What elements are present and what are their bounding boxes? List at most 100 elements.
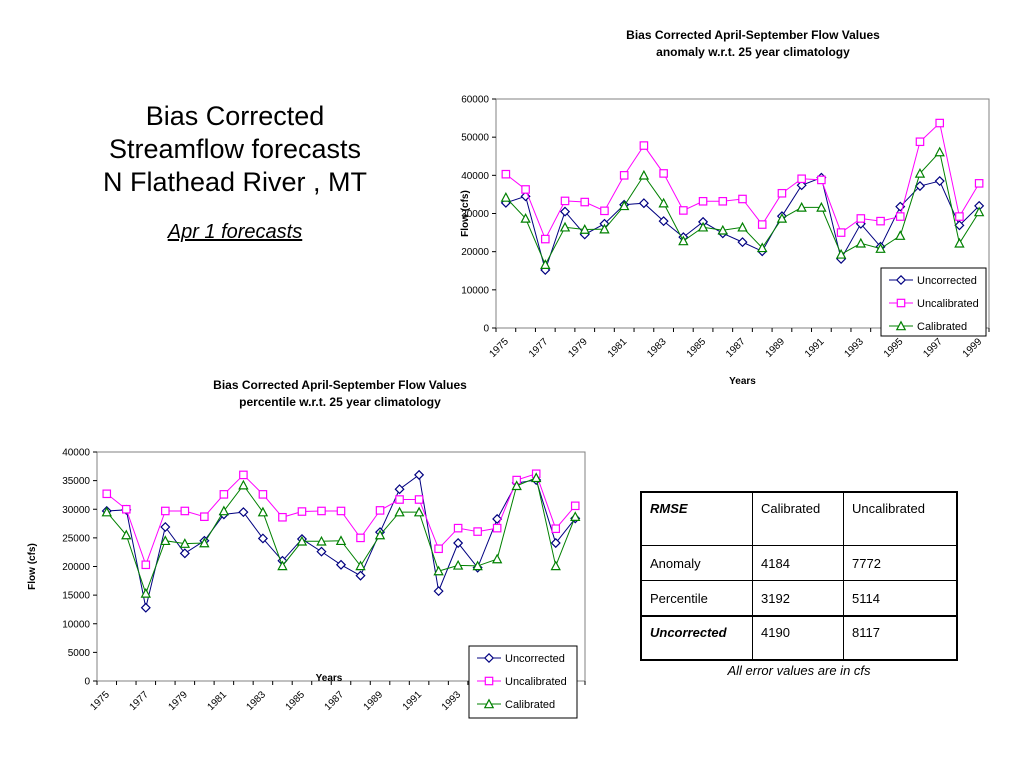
percentile-data-point-uncorrected bbox=[355, 570, 366, 581]
anomaly-data-point-uncalibrated bbox=[777, 188, 787, 198]
anomaly-data-point-calibrated bbox=[973, 206, 985, 217]
anomaly-data-point-uncalibrated bbox=[619, 171, 629, 180]
percentile-data-point-calibrated bbox=[472, 560, 483, 571]
anomaly-data-point-uncorrected bbox=[934, 176, 945, 187]
percentile-data-point-uncalibrated bbox=[317, 506, 326, 516]
percentile-data-point-calibrated bbox=[531, 472, 542, 483]
anomaly-chart-title: Bias Corrected April-September Flow Valu… bbox=[553, 27, 953, 61]
percentile-data-point-calibrated bbox=[433, 565, 444, 576]
percentile-data-point-uncalibrated bbox=[239, 470, 248, 480]
percentile-data-point-calibrated bbox=[374, 529, 386, 540]
anomaly-y-tick-label: 40000 bbox=[461, 171, 489, 182]
anomaly-data-point-calibrated bbox=[954, 237, 965, 248]
anomaly-data-point-uncalibrated bbox=[718, 196, 728, 206]
table-cell: 4190 bbox=[752, 615, 844, 661]
percentile-y-tick-label: 20000 bbox=[62, 562, 90, 573]
title-line-3: N Flathead River , MT bbox=[102, 167, 368, 197]
table-cell: 5114 bbox=[843, 580, 958, 617]
percentile-data-point-uncorrected bbox=[316, 546, 327, 557]
percentile-data-point-uncorrected bbox=[414, 469, 425, 480]
anomaly-data-point-calibrated bbox=[697, 221, 709, 232]
anomaly-data-point-calibrated bbox=[737, 221, 748, 232]
anomaly-data-point-uncalibrated bbox=[659, 169, 668, 178]
percentile-data-point-uncalibrated bbox=[434, 544, 443, 554]
percentile-data-point-uncalibrated bbox=[551, 524, 561, 534]
anomaly-data-point-calibrated bbox=[934, 146, 945, 157]
anomaly-data-point-calibrated bbox=[678, 235, 689, 246]
title-line-1: Bias Corrected bbox=[145, 101, 325, 131]
percentile-data-point-uncorrected bbox=[160, 521, 171, 533]
anomaly-data-point-uncalibrated bbox=[915, 137, 925, 147]
percentile-x-tick-label: 1985 bbox=[284, 689, 308, 713]
percentile-data-point-uncalibrated bbox=[395, 495, 404, 504]
percentile-chart-title: Bias Corrected April-September Flow Valu… bbox=[140, 377, 540, 411]
anomaly-data-point-uncalibrated bbox=[974, 179, 984, 188]
percentile-y-tick-label: 35000 bbox=[62, 476, 90, 487]
anomaly-legend-marker bbox=[895, 274, 907, 286]
percentile-data-point-calibrated bbox=[277, 560, 288, 571]
percentile-data-point-uncalibrated bbox=[492, 523, 502, 533]
percentile-data-point-uncalibrated bbox=[356, 533, 365, 543]
anomaly-data-point-uncalibrated bbox=[836, 228, 846, 237]
percentile-series-line-uncalibrated bbox=[106, 473, 576, 567]
percentile-chart-subtitle-line: percentile w.r.t. 25 year climatology bbox=[239, 395, 441, 409]
anomaly-data-point-calibrated bbox=[520, 212, 531, 223]
percentile-data-point-uncalibrated bbox=[473, 527, 482, 536]
percentile-data-point-calibrated bbox=[101, 506, 112, 517]
percentile-data-point-calibrated bbox=[160, 535, 171, 546]
percentile-y-tick-label: 5000 bbox=[68, 648, 91, 659]
percentile-data-point-uncalibrated bbox=[161, 506, 170, 516]
percentile-y-tick-label: 30000 bbox=[62, 505, 90, 516]
percentile-data-point-uncalibrated bbox=[200, 512, 209, 521]
anomaly-data-point-calibrated bbox=[658, 197, 669, 208]
anomaly-data-point-uncalibrated bbox=[817, 175, 826, 185]
percentile-data-point-calibrated bbox=[199, 537, 210, 548]
anomaly-data-point-uncalibrated bbox=[600, 206, 609, 216]
anomaly-data-point-calibrated bbox=[757, 242, 768, 253]
percentile-data-point-uncorrected bbox=[433, 586, 444, 597]
title-line-2: Streamflow forecasts bbox=[108, 134, 362, 164]
percentile-data-point-uncalibrated bbox=[180, 506, 190, 516]
anomaly-data-point-calibrated bbox=[618, 200, 630, 211]
slide-title: Bias Corrected Streamflow forecasts N Fl… bbox=[60, 100, 410, 244]
anomaly-y-tick-label: 50000 bbox=[461, 133, 489, 144]
table-row: Percentile 3192 5114 bbox=[640, 580, 958, 617]
percentile-data-point-calibrated bbox=[413, 506, 425, 517]
percentile-data-point-uncalibrated bbox=[375, 506, 385, 515]
percentile-data-point-uncalibrated bbox=[453, 523, 463, 533]
anomaly-legend-marker bbox=[895, 320, 907, 331]
percentile-data-point-uncorrected bbox=[394, 484, 405, 495]
percentile-data-point-calibrated bbox=[394, 506, 405, 517]
percentile-data-point-calibrated bbox=[452, 559, 464, 570]
anomaly-data-point-calibrated bbox=[500, 191, 512, 202]
anomaly-data-point-calibrated bbox=[796, 201, 807, 212]
percentile-x-tick-label: 1983 bbox=[245, 689, 269, 713]
table-header-row: RMSE Calibrated Uncalibrated bbox=[640, 491, 958, 546]
percentile-x-axis-label: Years bbox=[316, 673, 343, 684]
anomaly-data-point-uncalibrated bbox=[580, 197, 590, 207]
percentile-chart-title-line: Bias Corrected April-September Flow Valu… bbox=[213, 378, 467, 392]
anomaly-data-point-uncalibrated bbox=[560, 196, 570, 206]
percentile-data-point-uncalibrated bbox=[570, 501, 580, 511]
anomaly-data-point-calibrated bbox=[855, 237, 867, 248]
percentile-data-point-uncalibrated bbox=[121, 504, 131, 514]
anomaly-data-point-uncalibrated bbox=[876, 216, 885, 226]
percentile-data-point-calibrated bbox=[355, 560, 366, 571]
anomaly-data-point-uncorrected bbox=[954, 220, 965, 231]
percentile-data-point-uncalibrated bbox=[102, 489, 112, 499]
percentile-legend-label: Calibrated bbox=[505, 699, 555, 711]
anomaly-data-point-uncalibrated bbox=[679, 206, 688, 215]
anomaly-data-point-uncorrected bbox=[638, 198, 649, 209]
anomaly-y-tick-label: 30000 bbox=[461, 209, 489, 220]
percentile-y-tick-label: 25000 bbox=[62, 533, 90, 544]
anomaly-data-point-calibrated bbox=[875, 243, 886, 253]
anomaly-data-point-calibrated bbox=[776, 212, 788, 223]
anomaly-data-point-uncalibrated bbox=[757, 220, 767, 229]
anomaly-data-point-uncalibrated bbox=[955, 212, 964, 221]
percentile-data-point-calibrated bbox=[218, 505, 230, 516]
anomaly-data-point-uncalibrated bbox=[797, 174, 806, 184]
percentile-data-point-uncorrected bbox=[550, 537, 561, 549]
anomaly-y-tick-label: 20000 bbox=[461, 247, 489, 258]
anomaly-legend-marker bbox=[896, 298, 906, 308]
